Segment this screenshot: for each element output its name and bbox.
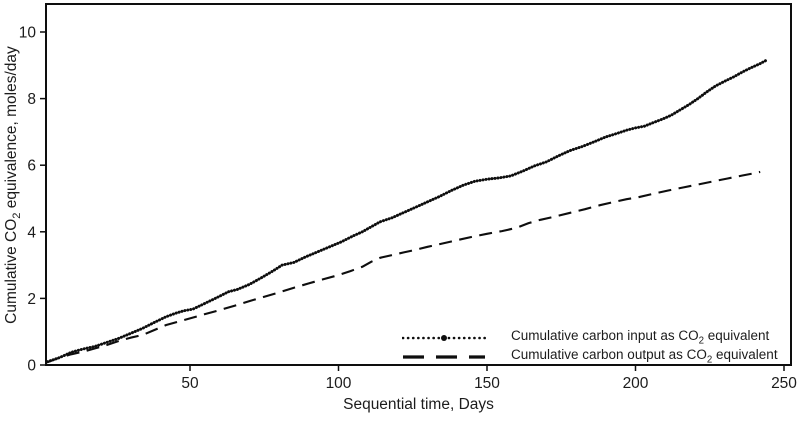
legend-item-output: Cumulative carbon output as CO2 equivale… bbox=[402, 347, 778, 366]
plot-border bbox=[45, 3, 792, 366]
y-tick-label: 0 bbox=[27, 358, 36, 375]
y-tick-label: 10 bbox=[19, 25, 37, 42]
dotted-line-icon bbox=[402, 334, 486, 341]
y-axis-title-subscript: 2 bbox=[11, 212, 24, 219]
x-tick-label: 200 bbox=[623, 375, 649, 392]
legend-label-input: Cumulative carbon input as CO2 equivalen… bbox=[511, 328, 770, 347]
y-axis-title-text-suffix: equivalence, moles/day bbox=[3, 46, 20, 213]
y-tick-label: 6 bbox=[27, 158, 36, 175]
x-tick-label: 250 bbox=[771, 375, 797, 392]
legend-label-output: Cumulative carbon output as CO2 equivale… bbox=[511, 347, 778, 366]
x-tick-label: 50 bbox=[181, 375, 199, 392]
input-curve bbox=[45, 58, 768, 364]
y-tick-label: 2 bbox=[27, 291, 36, 308]
y-tick-label: 8 bbox=[27, 91, 36, 108]
x-tick-label: 150 bbox=[474, 375, 500, 392]
y-axis-title: Cumulative CO2 equivalence, moles/day bbox=[3, 4, 23, 366]
output-curve bbox=[47, 170, 761, 364]
y-axis-title-text: Cumulative CO bbox=[3, 218, 20, 324]
x-axis-title: Sequential time, Days bbox=[343, 396, 494, 413]
legend-item-input: Cumulative carbon input as CO2 equivalen… bbox=[402, 328, 778, 347]
dashed-line-icon bbox=[403, 354, 485, 359]
y-tick-label: 4 bbox=[27, 224, 36, 241]
legend: Cumulative carbon input as CO2 equivalen… bbox=[402, 328, 778, 366]
x-tick-label: 100 bbox=[326, 375, 352, 392]
